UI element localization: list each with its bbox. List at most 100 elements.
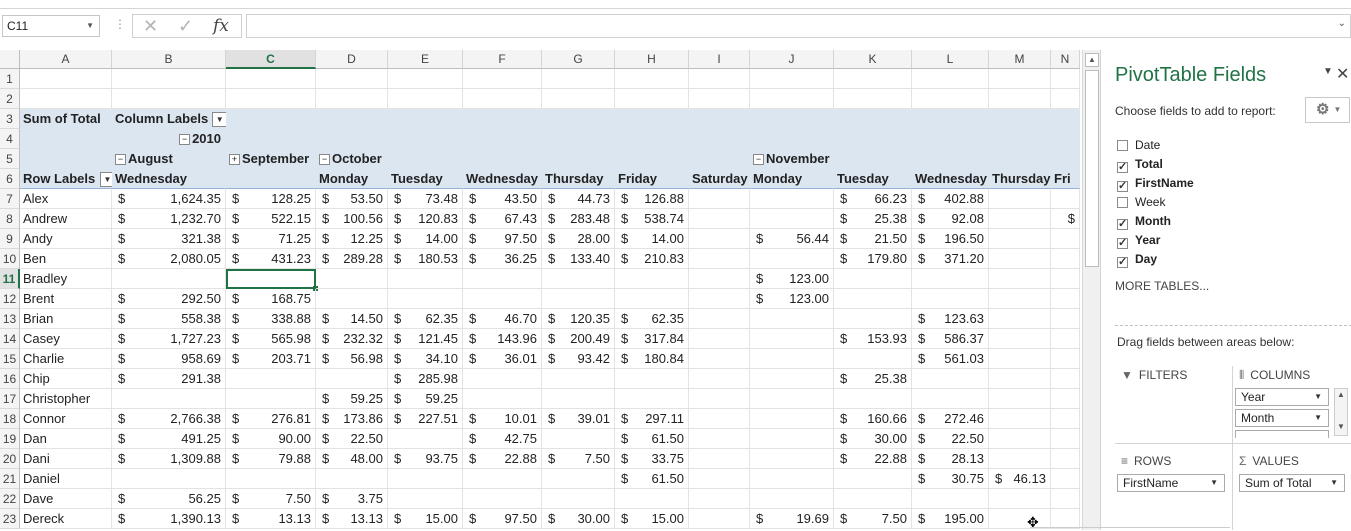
cell-b[interactable]: $1,232.70	[112, 209, 226, 229]
cell-m[interactable]	[989, 209, 1051, 229]
expand-icon[interactable]: +	[229, 154, 240, 166]
row-header[interactable]: 1	[0, 69, 20, 89]
cell-e[interactable]: $121.45	[388, 329, 463, 349]
cell-h[interactable]	[615, 389, 689, 409]
cell-l[interactable]	[912, 109, 989, 129]
cell-e[interactable]: $62.35	[388, 309, 463, 329]
cell-a[interactable]: Casey	[20, 329, 112, 349]
cell-j[interactable]: $19.69	[750, 509, 834, 529]
cell-m[interactable]	[989, 389, 1051, 409]
cell-l[interactable]: $586.37	[912, 329, 989, 349]
cell-e[interactable]: $73.48	[388, 189, 463, 209]
cell-c[interactable]: $565.98	[226, 329, 316, 349]
cell-d[interactable]: $13.13	[316, 509, 388, 529]
cell-j[interactable]: − November	[750, 149, 834, 169]
cell-h[interactable]: $33.75	[615, 449, 689, 469]
row-header[interactable]: 20	[0, 449, 20, 469]
column-header-j[interactable]: J	[750, 50, 834, 69]
active-cell[interactable]	[226, 269, 318, 291]
cell-g[interactable]	[542, 289, 615, 309]
cell-b[interactable]	[112, 69, 226, 89]
cell-c[interactable]	[226, 69, 316, 89]
cell-g[interactable]: $200.49	[542, 329, 615, 349]
cell-k[interactable]	[834, 109, 912, 129]
cell-i[interactable]	[689, 269, 750, 289]
cell-e[interactable]: $59.25	[388, 389, 463, 409]
cell-f[interactable]	[463, 109, 542, 129]
cell-k[interactable]: $30.00	[834, 429, 912, 449]
cell-h[interactable]: $538.74	[615, 209, 689, 229]
cell-b[interactable]: $491.25	[112, 429, 226, 449]
cell-b[interactable]: Wednesday	[112, 169, 226, 189]
cell-l[interactable]: $272.46	[912, 409, 989, 429]
cell-l[interactable]: $196.50	[912, 229, 989, 249]
cell-l[interactable]	[912, 369, 989, 389]
collapse-icon[interactable]: −	[753, 154, 764, 166]
cell-g[interactable]	[542, 429, 615, 449]
cell-n[interactable]	[1051, 269, 1080, 289]
row-header[interactable]: 7	[0, 189, 20, 209]
column-header-g[interactable]: G	[542, 50, 615, 69]
collapse-icon[interactable]: −	[115, 154, 126, 166]
cell-l[interactable]: $561.03	[912, 349, 989, 369]
row-header[interactable]: 16	[0, 369, 20, 389]
cell-n[interactable]	[1051, 89, 1080, 109]
cell-h[interactable]	[615, 129, 689, 149]
cell-m[interactable]	[989, 489, 1051, 509]
cell-e[interactable]: $14.00	[388, 229, 463, 249]
cell-k[interactable]: $153.93	[834, 329, 912, 349]
cell-j[interactable]	[750, 429, 834, 449]
row-header[interactable]: 8	[0, 209, 20, 229]
cell-f[interactable]: $43.50	[463, 189, 542, 209]
cell-c[interactable]	[226, 129, 316, 149]
cell-j[interactable]: $56.44	[750, 229, 834, 249]
cell-k[interactable]	[834, 289, 912, 309]
cell-h[interactable]	[615, 489, 689, 509]
column-header-e[interactable]: E	[388, 50, 463, 69]
cell-c[interactable]: + September	[226, 149, 316, 169]
cell-e[interactable]	[388, 89, 463, 109]
cell-h[interactable]: $61.50	[615, 429, 689, 449]
cell-g[interactable]	[542, 269, 615, 289]
cell-c[interactable]: $431.23	[226, 249, 316, 269]
cell-n[interactable]	[1051, 449, 1080, 469]
cell-c[interactable]	[226, 469, 316, 489]
cell-h[interactable]: $210.83	[615, 249, 689, 269]
cell-i[interactable]	[689, 209, 750, 229]
cell-b[interactable]: $1,390.13	[112, 509, 226, 529]
cell-i[interactable]	[689, 69, 750, 89]
row-header[interactable]: 5	[0, 149, 20, 169]
cell-f[interactable]	[463, 149, 542, 169]
column-header-a[interactable]: A	[20, 50, 112, 69]
cell-e[interactable]	[388, 129, 463, 149]
cell-m[interactable]	[989, 89, 1051, 109]
cell-l[interactable]	[912, 89, 989, 109]
cell-d[interactable]: $232.32	[316, 329, 388, 349]
cell-k[interactable]: $25.38	[834, 209, 912, 229]
cell-g[interactable]: $7.50	[542, 449, 615, 469]
row-header[interactable]: 17	[0, 389, 20, 409]
cell-i[interactable]	[689, 489, 750, 509]
columns-field-year[interactable]: Year ▼	[1235, 388, 1329, 406]
cell-b[interactable]: $291.38	[112, 369, 226, 389]
cell-m[interactable]	[989, 69, 1051, 89]
cell-e[interactable]	[388, 269, 463, 289]
column-header-b[interactable]: B	[112, 50, 226, 69]
cell-l[interactable]: $123.63	[912, 309, 989, 329]
row-header[interactable]: 11	[0, 269, 20, 289]
columns-field-month[interactable]: Month ▼	[1235, 409, 1329, 427]
cell-l[interactable]: $371.20	[912, 249, 989, 269]
cell-a[interactable]: Connor	[20, 409, 112, 429]
cell-g[interactable]	[542, 369, 615, 389]
row-header[interactable]: 18	[0, 409, 20, 429]
cell-i[interactable]	[689, 429, 750, 449]
rows-field-firstname[interactable]: FirstName ▼	[1117, 474, 1225, 492]
cell-i[interactable]	[689, 329, 750, 349]
cell-a[interactable]: Ben	[20, 249, 112, 269]
expand-formula-bar-icon[interactable]: ⌄	[1337, 18, 1346, 29]
cell-f[interactable]	[463, 129, 542, 149]
cell-d[interactable]	[316, 269, 388, 289]
cell-b[interactable]: $1,309.88	[112, 449, 226, 469]
cell-a[interactable]: Christopher	[20, 389, 112, 409]
cell-g[interactable]: $44.73	[542, 189, 615, 209]
